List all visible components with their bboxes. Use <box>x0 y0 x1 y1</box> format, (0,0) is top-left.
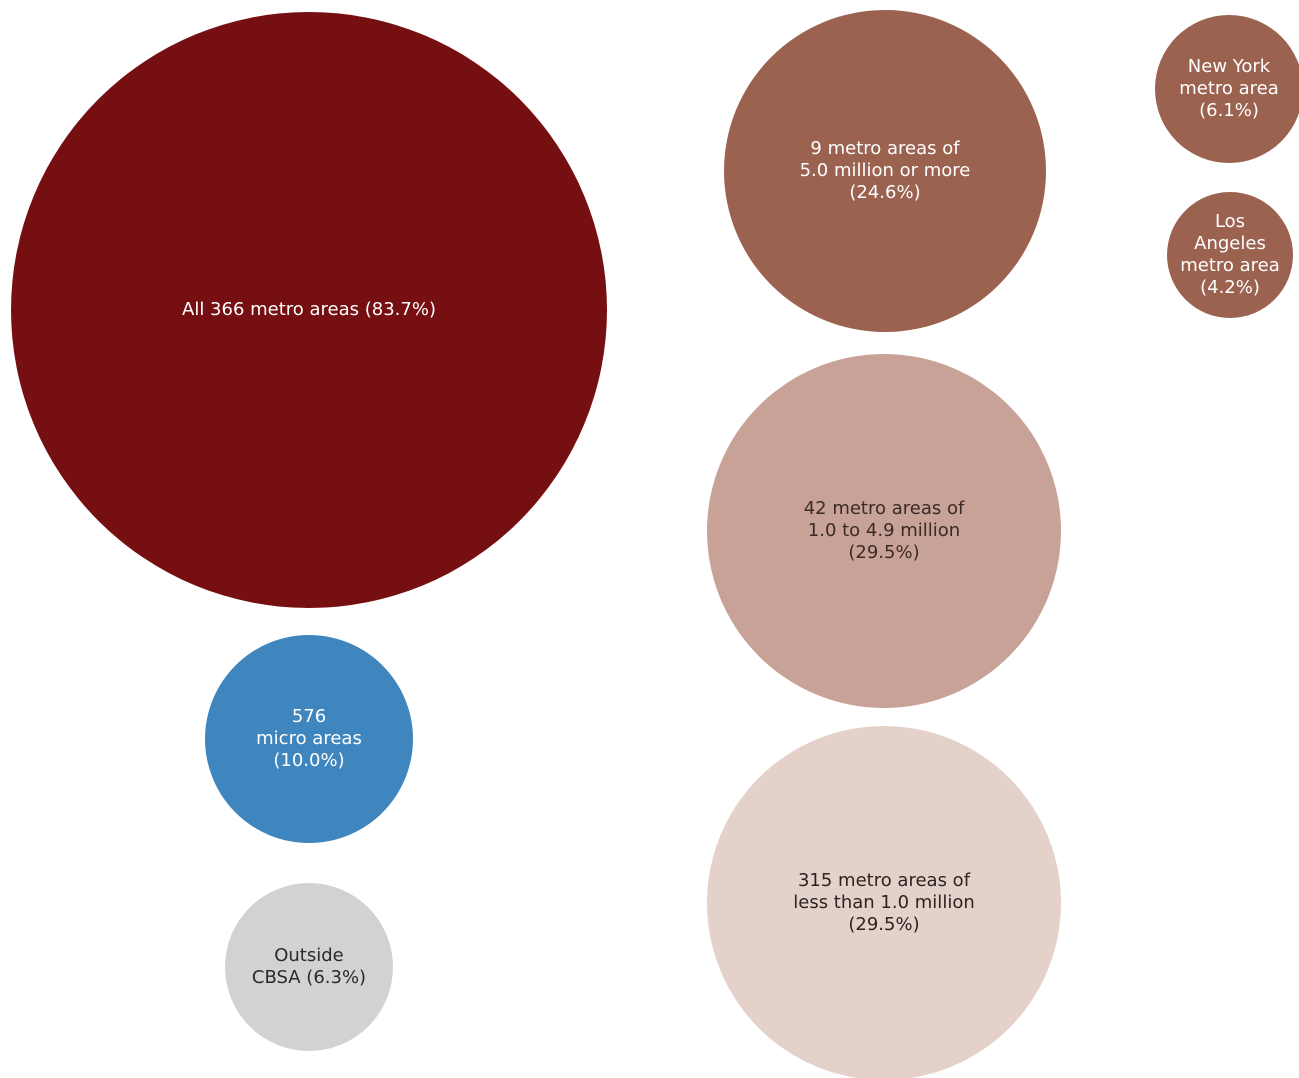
bubble-label-outside-cbsa-line-0: Outside <box>274 945 344 966</box>
bubble-label-metro-5m-plus-line-1: 5.0 million or more <box>800 160 971 181</box>
bubble-label-micro-line-2: (10.0%) <box>273 750 344 771</box>
bubble-label-metro-under-1m-line-0: 315 metro areas of <box>798 870 971 891</box>
bubble-label-metro-1m-4.9m-line-0: 42 metro areas of <box>804 498 965 519</box>
bubble-metro-1m-4.9m: 42 metro areas of1.0 to 4.9 million(29.5… <box>707 354 1061 708</box>
bubble-label-metro-5m-plus-line-2: (24.6%) <box>849 182 920 203</box>
bubble-label-metro-1m-4.9m-line-2: (29.5%) <box>848 542 919 563</box>
bubble-circle-metro-1m-4.9m <box>707 354 1061 708</box>
bubble-metro-5m-plus: 9 metro areas of5.0 million or more(24.6… <box>724 10 1046 332</box>
bubble-circle-micro <box>205 635 413 843</box>
bubble-label-outside-cbsa-line-1: CBSA (6.3%) <box>252 967 366 988</box>
bubble-label-micro-line-1: micro areas <box>256 728 362 749</box>
bubble-label-new-york-line-0: New York <box>1188 56 1271 77</box>
bubble-circle-metro-under-1m <box>707 726 1061 1078</box>
bubble-label-los-angeles-line-0: Los <box>1215 211 1245 232</box>
bubble-all-metro: All 366 metro areas (83.7%) <box>11 12 607 608</box>
bubble-label-los-angeles-line-1: Angeles <box>1194 233 1266 254</box>
bubble-circle-new-york <box>1155 15 1299 163</box>
bubble-label-metro-under-1m-line-1: less than 1.0 million <box>793 892 975 913</box>
bubble-label-los-angeles-line-2: metro area <box>1180 255 1280 276</box>
bubble-circle-los-angeles <box>1167 192 1293 318</box>
bubble-label-new-york-line-1: metro area <box>1179 78 1279 99</box>
bubble-circle-metro-5m-plus <box>724 10 1046 332</box>
bubble-label-los-angeles-line-3: (4.2%) <box>1200 277 1260 298</box>
bubble-label-metro-5m-plus-line-0: 9 metro areas of <box>810 138 960 159</box>
bubble-circle-all-metro <box>11 12 607 608</box>
bubble-label-new-york-line-2: (6.1%) <box>1199 100 1259 121</box>
bubble-label-micro-line-0: 576 <box>292 706 326 727</box>
bubble-circle-outside-cbsa <box>225 883 393 1051</box>
bubble-label-all-metro-line-0: All 366 metro areas (83.7%) <box>182 299 436 320</box>
bubble-label-metro-under-1m-line-2: (29.5%) <box>848 914 919 935</box>
bubble-label-metro-1m-4.9m-line-1: 1.0 to 4.9 million <box>808 520 960 541</box>
